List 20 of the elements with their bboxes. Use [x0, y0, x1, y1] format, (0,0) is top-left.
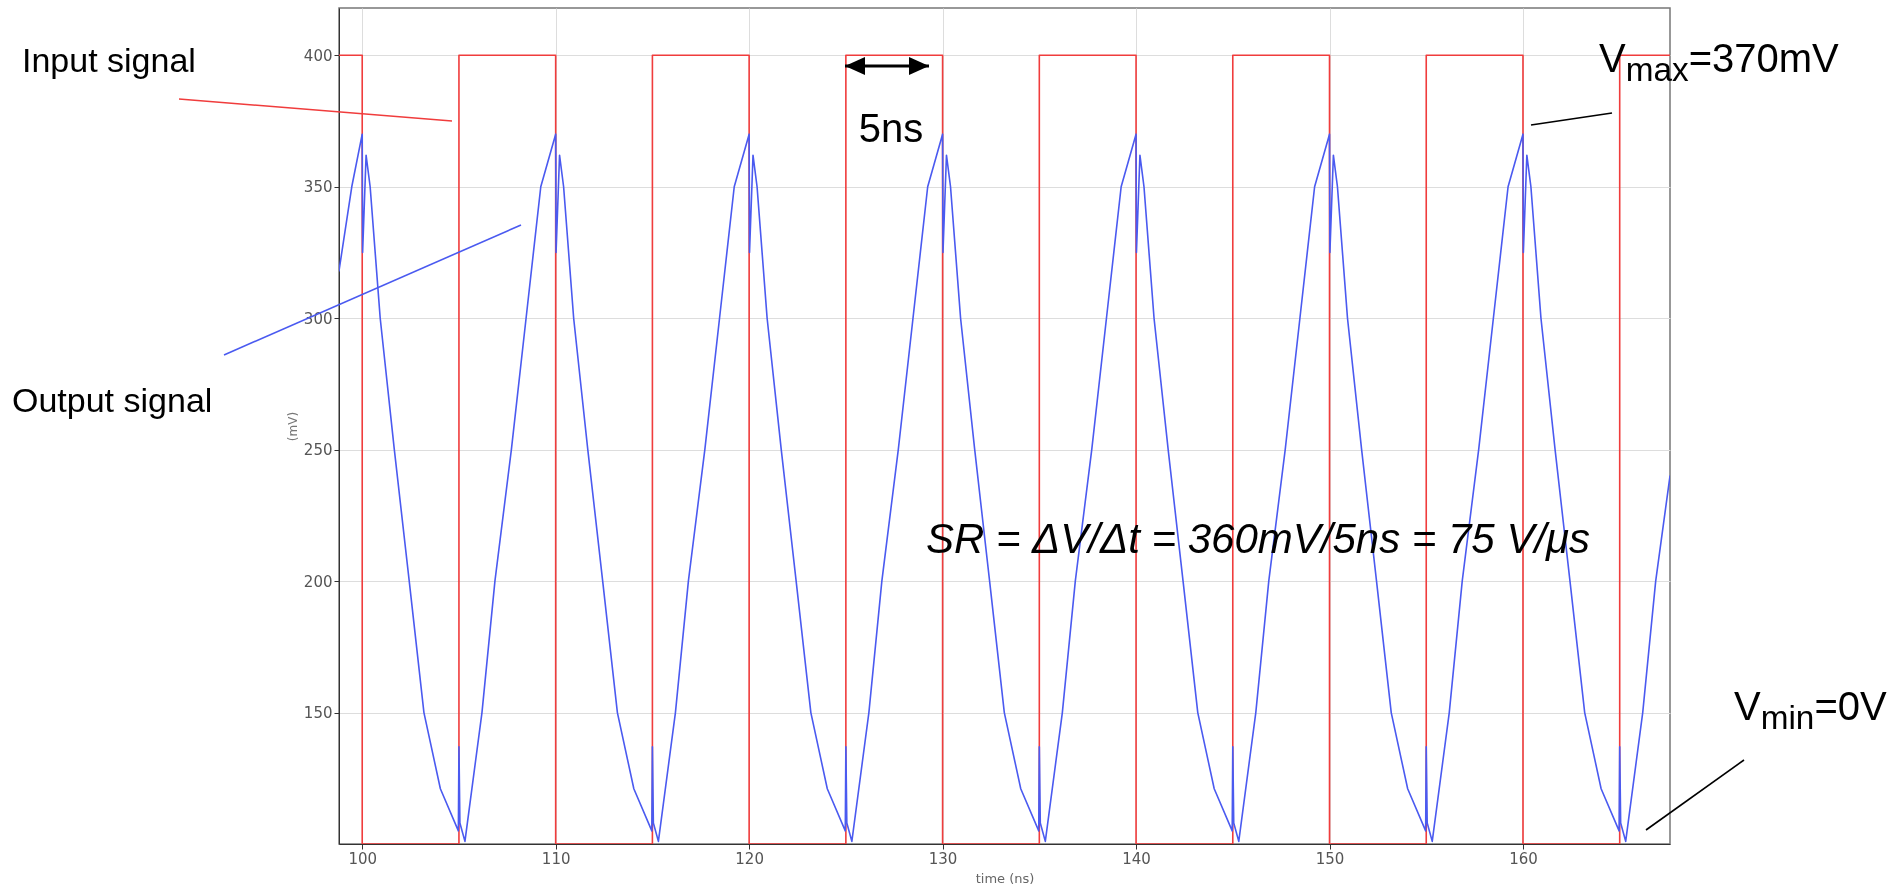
- x-tick-label: 160: [1509, 849, 1538, 868]
- y-tick-label: 200: [303, 572, 333, 591]
- y-tick-label: 350: [303, 178, 333, 197]
- x-tick-label: 100: [348, 849, 378, 868]
- text: Output signal: [12, 381, 213, 419]
- y-tick-label: 300: [303, 309, 333, 328]
- y-tick-label: 150: [303, 704, 333, 723]
- text: V$_{min}$=0V: [1734, 684, 1887, 736]
- x-tick-label: 140: [1122, 849, 1151, 868]
- y-axis-title: (mV): [285, 411, 300, 442]
- annotation: V$_{max}$=370mV: [1599, 36, 1839, 88]
- y-tick-label: 400: [303, 46, 333, 65]
- y-tick-label: 250: [303, 441, 333, 460]
- text: Input signal: [22, 41, 196, 79]
- x-tick-label: 130: [928, 849, 958, 868]
- x-axis-title: time (ns): [975, 870, 1035, 886]
- x-tick-label: 120: [735, 849, 764, 868]
- x-tick-label: 110: [541, 849, 571, 868]
- annotation: 5ns: [858, 106, 924, 150]
- x-tick-label: 150: [1315, 849, 1345, 868]
